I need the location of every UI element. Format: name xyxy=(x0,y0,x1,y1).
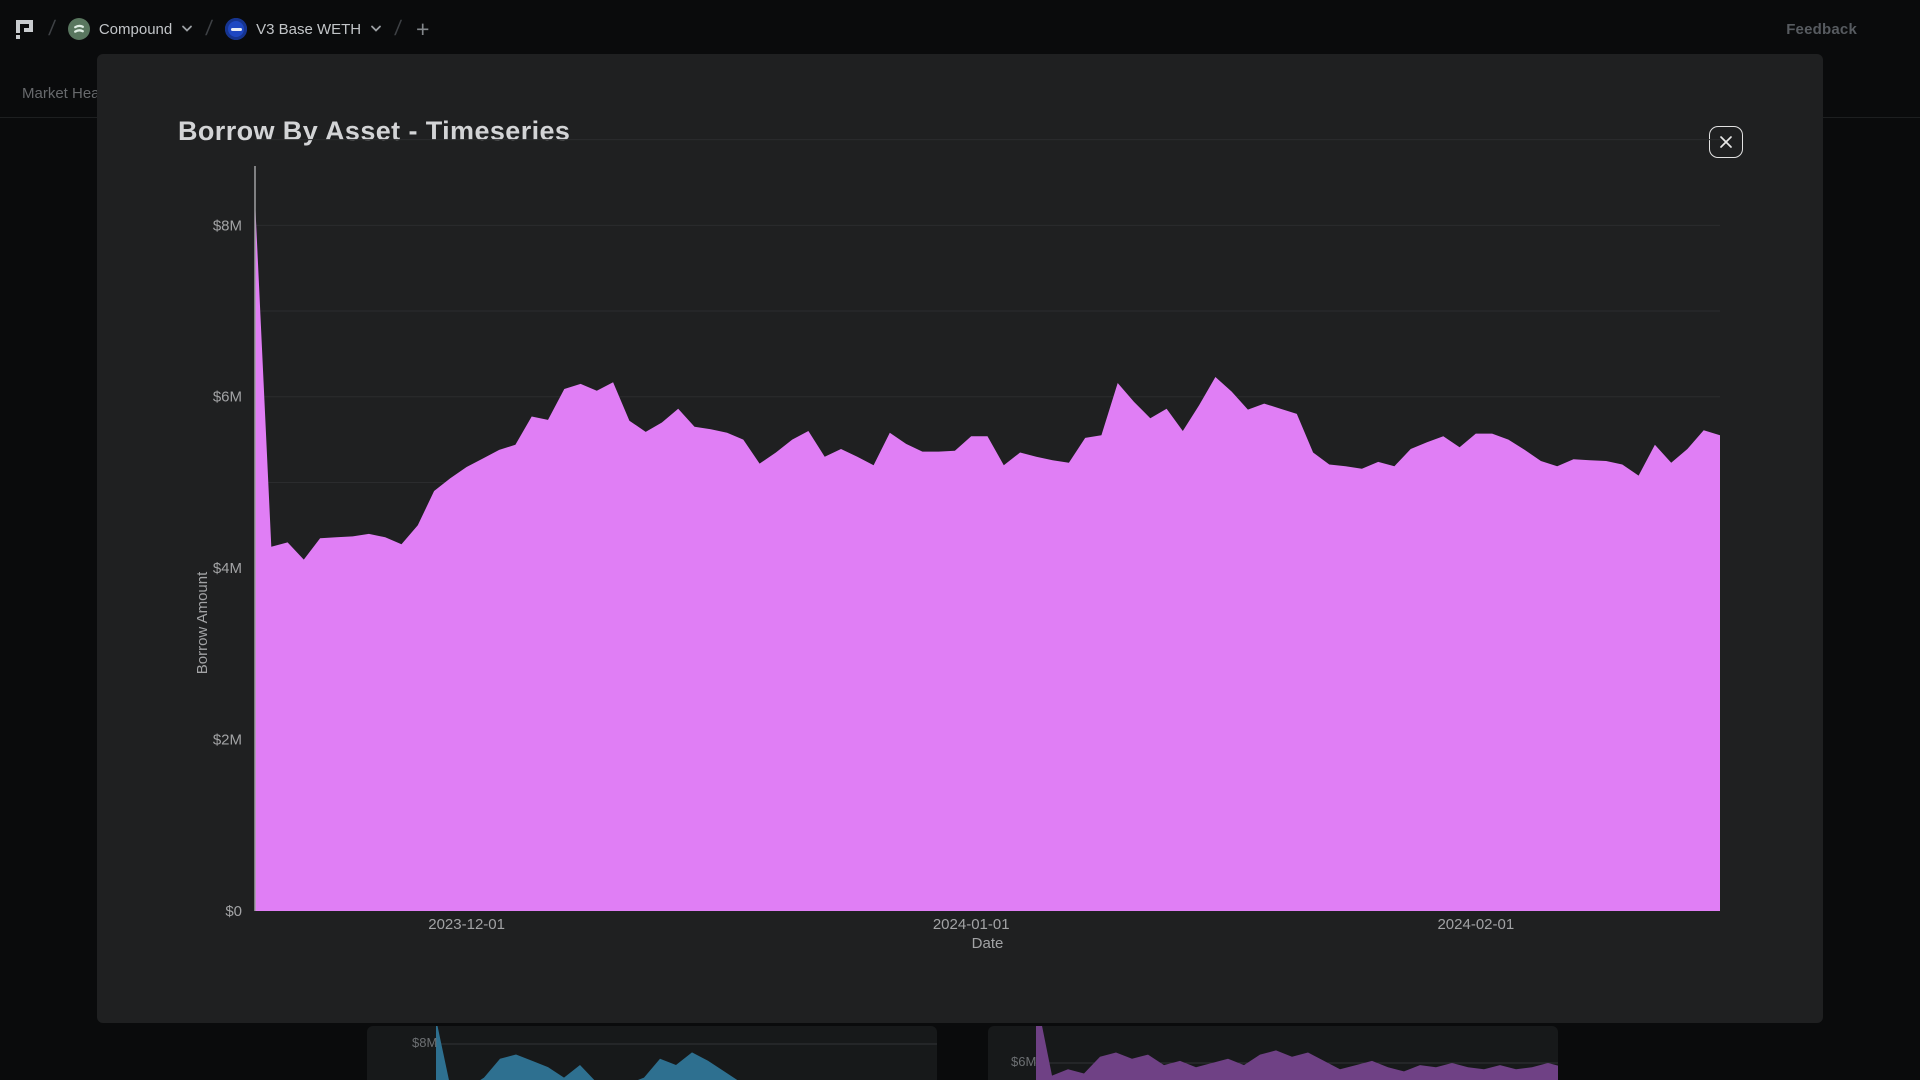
breadcrumb-separator: / xyxy=(204,17,214,40)
add-view-button[interactable]: + xyxy=(415,15,430,42)
background-chart-card-2: $6M xyxy=(988,1026,1558,1080)
breadcrumb: / Compound / xyxy=(14,17,431,41)
x-axis-title: Date xyxy=(972,935,1004,952)
mini-chart-y-tick: $6M xyxy=(1011,1054,1037,1069)
breadcrumb-separator: / xyxy=(393,17,403,40)
svg-text:2023-12-01: 2023-12-01 xyxy=(428,916,505,933)
background-area-chart-purple xyxy=(1034,1026,1558,1080)
feedback-button[interactable]: Feedback xyxy=(1780,20,1863,39)
svg-text:$6M: $6M xyxy=(213,389,242,406)
background-area-chart-teal xyxy=(433,1026,937,1080)
protocol-label: Compound xyxy=(98,20,173,38)
chevron-down-icon xyxy=(182,25,193,32)
svg-text:$8M: $8M xyxy=(213,217,242,234)
background-chart-card-1: $8M xyxy=(367,1026,937,1080)
x-tick-labels: 2023-12-01 2024-01-01 2024-02-01 xyxy=(428,916,1514,933)
svg-text:$2M: $2M xyxy=(213,732,242,749)
protocol-selector[interactable]: Compound xyxy=(67,18,193,40)
close-button[interactable] xyxy=(1709,126,1743,158)
gauntlet-logo-icon[interactable] xyxy=(14,18,36,40)
mini-area-series xyxy=(1036,1026,1558,1080)
market-selector[interactable]: V3 Base WETH xyxy=(225,18,382,40)
svg-text:$0: $0 xyxy=(225,903,242,920)
close-icon xyxy=(1720,136,1732,148)
modal-title: Borrow By Asset - Timeseries xyxy=(178,116,571,146)
mini-chart-y-tick: $8M xyxy=(412,1035,438,1050)
svg-text:2024-02-01: 2024-02-01 xyxy=(1437,916,1514,933)
svg-text:$4M: $4M xyxy=(213,560,242,577)
borrow-by-asset-modal: Borrow By Asset - Timeseries $0 $2M $4M $6M… xyxy=(97,54,1823,1023)
breadcrumb-separator: / xyxy=(47,17,57,40)
y-tick-labels: $0 $2M $4M $6M $8M xyxy=(213,217,242,920)
app-header: / Compound / xyxy=(0,0,1920,58)
base-weth-icon xyxy=(225,18,248,40)
svg-text:2024-01-01: 2024-01-01 xyxy=(933,916,1010,933)
mini-area-series xyxy=(436,1026,738,1080)
tab-market-health[interactable]: Market Health xyxy=(22,85,116,102)
compound-icon xyxy=(67,18,90,40)
market-label: V3 Base WETH xyxy=(256,20,362,38)
borrow-area-series xyxy=(255,199,1720,912)
borrow-timeseries-chart[interactable]: $0 $2M $4M $6M $8M 2023-12-01 2024-01-01 2024-0… xyxy=(97,54,1823,1023)
chevron-down-icon xyxy=(371,25,382,32)
y-axis-title: Borrow Amount xyxy=(194,571,211,674)
